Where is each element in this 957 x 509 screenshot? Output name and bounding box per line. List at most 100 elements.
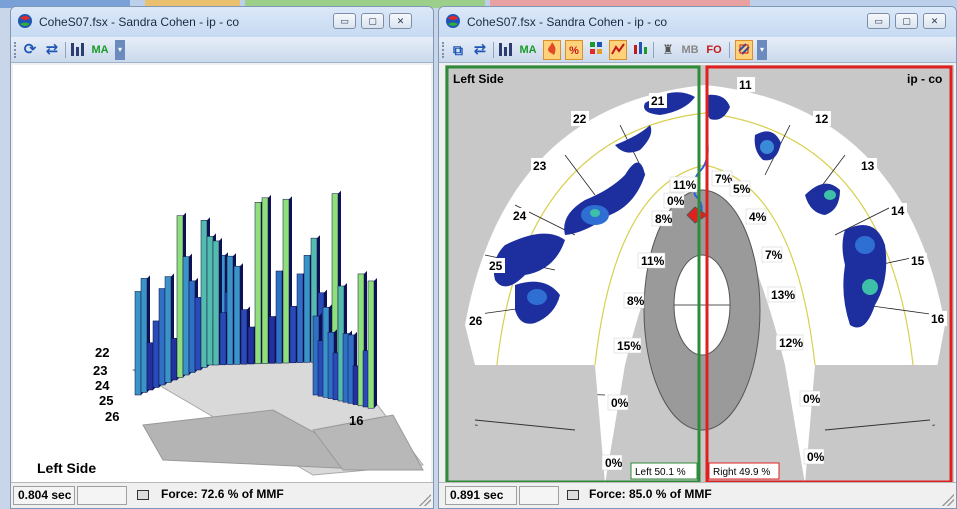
percent-label-left: 8% <box>627 294 645 308</box>
mb-button[interactable]: MB <box>681 44 699 56</box>
force-bar <box>182 256 190 376</box>
force-bar <box>268 316 276 364</box>
toolbar-grip-icon[interactable] <box>14 42 17 58</box>
percent-label-left: 11% <box>673 178 697 192</box>
percent-label-left: 15% <box>617 339 641 353</box>
grid-view-icon[interactable] <box>587 40 605 60</box>
tooth-label: 25 <box>99 393 113 408</box>
resize-grip-icon[interactable] <box>419 494 431 506</box>
ma-button[interactable]: MA <box>91 44 109 56</box>
tooth-number-right: 14 <box>891 204 905 218</box>
force-bar <box>254 202 262 365</box>
force-bar <box>146 342 154 391</box>
left-3d-force-view[interactable]: 22 23 24 25 26 16 Left Side <box>13 65 431 484</box>
flame-icon <box>548 42 556 55</box>
bar-chart-icon[interactable] <box>631 40 649 60</box>
force-bar <box>247 326 255 365</box>
fo-button[interactable]: FO <box>706 44 722 56</box>
force-bar <box>289 306 297 364</box>
force-bar <box>226 255 234 365</box>
force-bar <box>152 320 160 388</box>
maximize-button[interactable]: ▢ <box>895 13 918 29</box>
occlusal-map-svg: Left Side ip - co 21 22 23 24 25 26 11 12 13 14 15… <box>445 65 953 484</box>
grid-icon <box>590 42 602 54</box>
tooth-label: 22 <box>95 345 109 360</box>
left-posterior-pad <box>470 365 605 484</box>
overflow-chevron-icon[interactable]: ▾ <box>115 40 125 60</box>
percent-label-right: 7% <box>765 248 783 262</box>
left-total-label: Left 50.1 % <box>635 467 686 478</box>
swap-arrows-icon[interactable]: ⇄ <box>473 41 487 58</box>
force-bar <box>170 337 178 381</box>
maximize-button[interactable]: ▢ <box>361 13 384 29</box>
toolbar-separator <box>653 42 654 58</box>
overflow-chevron-icon[interactable]: ▾ <box>757 40 767 60</box>
left-status-bar: 0.804 sec Force: 72.6 % of MMF <box>11 482 433 508</box>
graph-view-icon[interactable] <box>69 40 87 60</box>
status-spacer <box>519 486 559 505</box>
right-title-bar[interactable]: CoheS07.fsx - Sandra Cohen - ip - co ▭ ▢… <box>439 7 956 37</box>
right-status-bar: 0.891 sec Force: 85.0 % of MMF <box>439 482 956 508</box>
refresh-icon[interactable]: ⟳ <box>23 41 37 58</box>
force-bar <box>219 312 227 366</box>
tooth-label: 26 <box>105 409 119 424</box>
right-side-header: ip - co <box>907 72 942 86</box>
percent-label-right: 0% <box>803 392 821 406</box>
cof-trajectory-button[interactable] <box>543 40 561 60</box>
force-bar <box>164 276 172 383</box>
graph-view-icon[interactable] <box>497 40 515 60</box>
link-view-button[interactable] <box>735 40 753 60</box>
left-total-box <box>630 462 698 480</box>
percent-button[interactable]: % <box>565 40 583 60</box>
tooth-number-right: 13 <box>861 159 875 173</box>
right-pressure-map[interactable]: Left Side ip - co 21 22 23 24 25 26 11 12 13 14 15… <box>445 65 954 484</box>
teeth-icon[interactable]: ♜ <box>662 42 674 57</box>
toolbar-separator <box>493 42 494 58</box>
minimize-button[interactable]: ▭ <box>867 13 890 29</box>
tooth-number-left: 24 <box>513 209 527 223</box>
force-bar <box>140 278 148 393</box>
link-icon <box>738 43 750 55</box>
percent-label-left: 8% <box>655 212 673 226</box>
app-icon <box>446 14 460 28</box>
left-side-label: Left Side <box>37 460 96 476</box>
force-bar-side <box>374 277 377 409</box>
right-pad-line <box>824 419 931 431</box>
app-icon <box>18 14 32 28</box>
taskbar-segment[interactable] <box>0 0 130 8</box>
tooth-number-left: 22 <box>573 112 587 126</box>
taskbar-segment[interactable] <box>145 0 240 8</box>
force-bar <box>303 255 311 363</box>
toolbar-grip-icon[interactable] <box>442 42 445 58</box>
percent-label-right: 4% <box>749 210 767 224</box>
new-view-icon[interactable]: ⧉ <box>453 42 463 58</box>
resize-grip-icon[interactable] <box>942 494 954 506</box>
graph-line-button[interactable] <box>609 40 627 60</box>
taskbar-segment[interactable] <box>245 0 485 8</box>
tooth-number-right: 11 <box>739 78 752 92</box>
percentage-labels: 11%0%8%11%8%15%0%0%7%5%4%7%13%12%0%0% <box>601 170 825 471</box>
force-readout: Force: 85.0 % of MMF <box>589 487 712 501</box>
close-button[interactable]: ✕ <box>923 13 946 29</box>
force-legend-swatch <box>567 490 579 500</box>
minimize-button[interactable]: ▭ <box>333 13 356 29</box>
percent-label-right: 7% <box>715 172 733 186</box>
force-bar <box>200 220 208 368</box>
tooth-label: 16 <box>349 413 363 428</box>
taskbar-segment[interactable] <box>490 0 750 8</box>
tooth-label: 24 <box>95 378 110 393</box>
force-bar <box>176 215 184 378</box>
ma-button[interactable]: MA <box>519 44 537 56</box>
force-bar <box>233 265 241 365</box>
swap-arrows-icon[interactable]: ⇄ <box>45 41 59 58</box>
percent-label-left: 11% <box>641 254 665 268</box>
force-bar <box>240 309 248 365</box>
force-bar <box>206 236 214 366</box>
tooth-numbers: 21 22 23 24 25 26 11 12 13 14 15 16 <box>467 77 947 328</box>
tooth-number-right: 16 <box>931 312 945 326</box>
force-bar <box>212 240 220 366</box>
left-title-bar[interactable]: CoheS07.fsx - Sandra Cohen - ip - co ▭ ▢… <box>11 7 433 37</box>
close-button[interactable]: ✕ <box>389 13 412 29</box>
force-bar <box>194 297 202 371</box>
